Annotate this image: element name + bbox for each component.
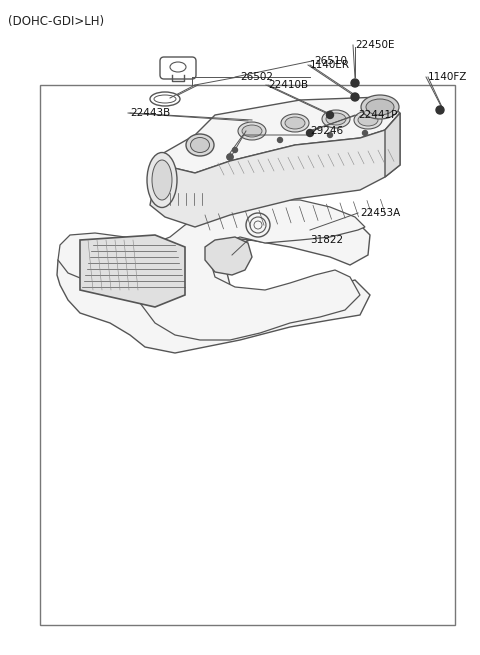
Ellipse shape <box>186 134 214 156</box>
Circle shape <box>351 79 359 87</box>
Bar <box>40 85 455 625</box>
Ellipse shape <box>361 95 399 119</box>
Circle shape <box>277 138 283 143</box>
Ellipse shape <box>191 138 209 153</box>
Text: 31822: 31822 <box>310 235 343 245</box>
Ellipse shape <box>354 111 382 129</box>
Ellipse shape <box>147 153 177 208</box>
Circle shape <box>227 154 233 160</box>
Ellipse shape <box>366 99 394 115</box>
Circle shape <box>307 130 313 136</box>
Text: 1140ER: 1140ER <box>310 60 350 70</box>
Text: 22410B: 22410B <box>268 80 308 90</box>
Text: 26502: 26502 <box>240 72 273 82</box>
Ellipse shape <box>281 114 309 132</box>
Polygon shape <box>80 235 185 307</box>
Text: 22453A: 22453A <box>360 208 400 218</box>
Text: 1140FZ: 1140FZ <box>428 72 468 82</box>
Circle shape <box>326 111 334 119</box>
Circle shape <box>362 130 368 136</box>
Text: 22450E: 22450E <box>355 40 395 50</box>
Ellipse shape <box>152 160 172 200</box>
Ellipse shape <box>326 113 346 125</box>
Ellipse shape <box>242 125 262 137</box>
Text: 29246: 29246 <box>310 126 343 136</box>
Ellipse shape <box>285 117 305 129</box>
Ellipse shape <box>358 114 378 126</box>
Circle shape <box>327 132 333 138</box>
Circle shape <box>232 147 238 153</box>
Ellipse shape <box>238 122 266 140</box>
Circle shape <box>436 106 444 114</box>
Polygon shape <box>160 97 400 173</box>
Text: 26510: 26510 <box>314 56 347 66</box>
Polygon shape <box>385 113 400 177</box>
Text: 22443B: 22443B <box>130 108 170 118</box>
Polygon shape <box>58 200 365 340</box>
Text: (DOHC-GDI>LH): (DOHC-GDI>LH) <box>8 15 104 28</box>
Ellipse shape <box>322 110 350 128</box>
Polygon shape <box>57 215 370 353</box>
Circle shape <box>227 154 233 160</box>
Polygon shape <box>205 237 252 275</box>
Polygon shape <box>150 113 400 227</box>
Circle shape <box>351 93 359 101</box>
Text: 22441P: 22441P <box>358 110 397 120</box>
